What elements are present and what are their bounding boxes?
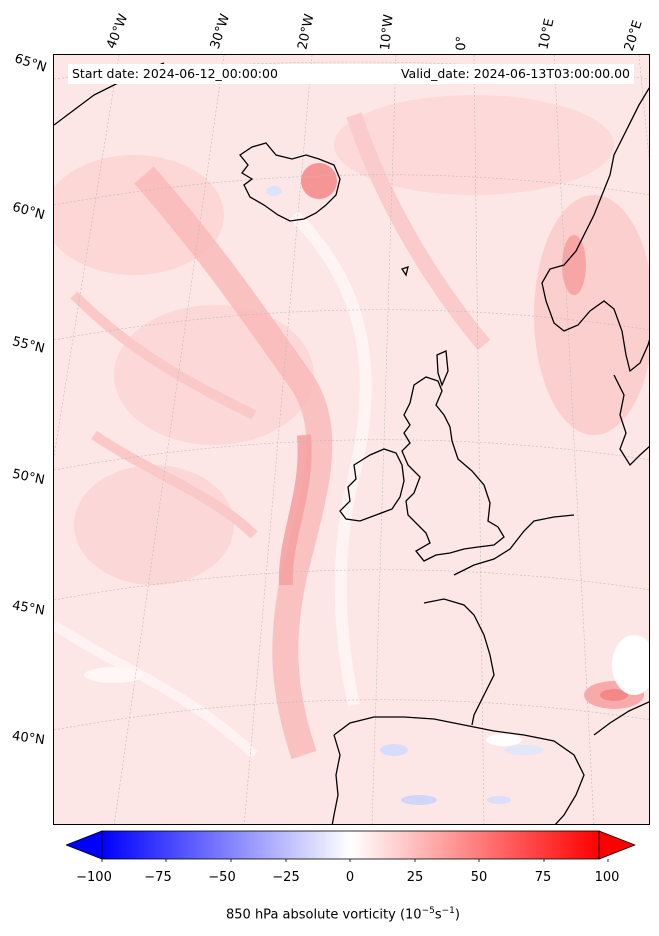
lat-label-65n: 65°N [12, 51, 49, 76]
lon-label-20w: 20°W [295, 12, 318, 51]
lat-label-55n: 55°N [10, 334, 47, 357]
lon-label-40w: 40°W [104, 12, 132, 51]
colorbar-title-end: ) [454, 907, 460, 923]
coastlines [54, 62, 649, 824]
colorbar-tick-label: −75 [144, 870, 172, 885]
colorbar-tick-label: −25 [272, 870, 300, 885]
colorbar-tick-label: 50 [470, 870, 488, 885]
lat-label-40n: 40°N [11, 728, 46, 749]
lat-label-60n: 60°N [10, 199, 47, 224]
colorbar [66, 830, 636, 862]
info-bar: Start date: 2024-06-12_00:00:00 Valid_da… [68, 64, 634, 84]
valid-date-label: Valid_date: 2024-06-13T03:00:00.00 [400, 66, 630, 81]
colorbar-tick-label: 0 [345, 870, 355, 885]
colorbar-tick-label: 75 [534, 870, 552, 885]
colorbar-tick-label: 100 [594, 870, 620, 885]
lon-label-10w: 10°W [378, 13, 397, 52]
lon-label-0: 0° [454, 35, 470, 51]
colorbar-title-exp2: −1 [441, 906, 455, 916]
colorbar-tick-label: 25 [406, 870, 424, 885]
colorbar-tick-label: −100 [76, 870, 112, 885]
vorticity-field [54, 55, 649, 824]
colorbar-tick-label: −50 [208, 870, 236, 885]
lon-label-30w: 30°W [207, 12, 234, 51]
start-date-label: Start date: 2024-06-12_00:00:00 [72, 66, 278, 81]
colorbar-title-unit: s [434, 907, 442, 923]
colorbar-title-exp1: −5 [421, 906, 435, 916]
lon-label-20e: 20°E [621, 18, 646, 53]
colorbar-title-text: 850 hPa absolute vorticity (10 [226, 907, 422, 923]
lon-label-10e: 10°E [536, 17, 558, 52]
lat-label-50n: 50°N [10, 466, 46, 489]
lat-label-45n: 45°N [10, 598, 46, 619]
colorbar-title: 850 hPa absolute vorticity (10−5s−1) [226, 906, 460, 922]
vorticity-map [53, 54, 650, 825]
